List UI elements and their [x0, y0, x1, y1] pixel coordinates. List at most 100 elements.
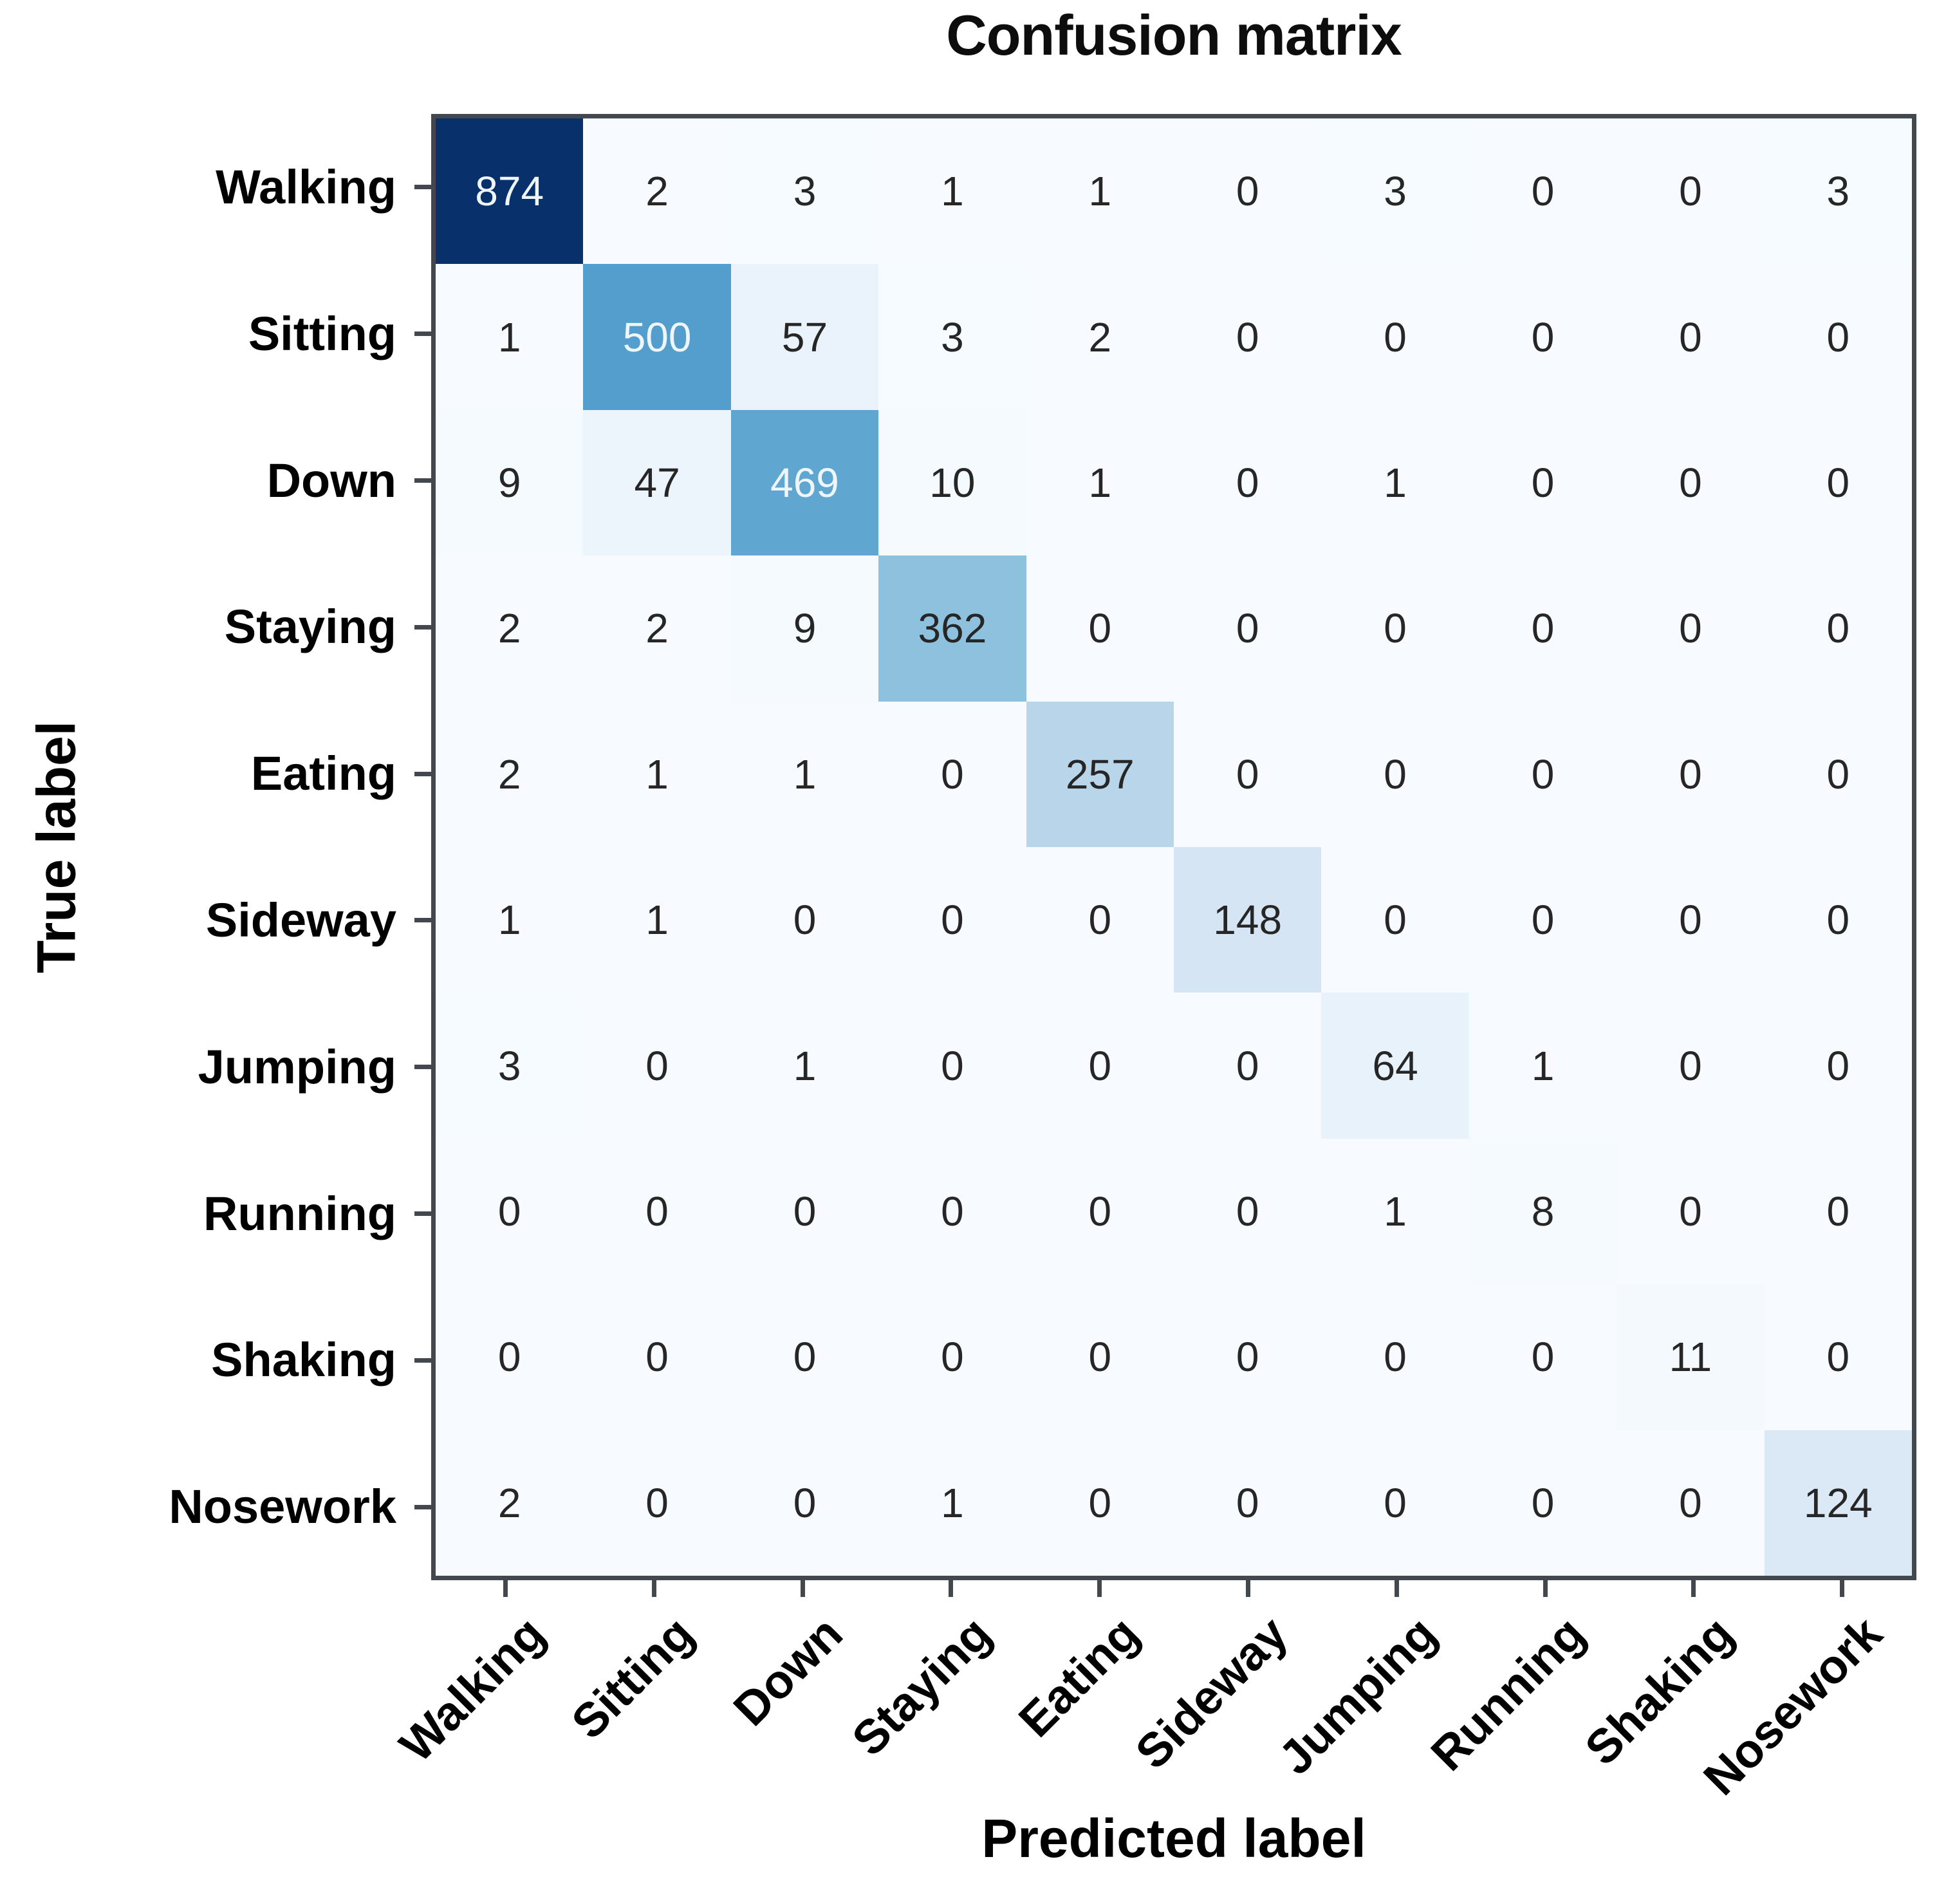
matrix-cell-r3c8: 0: [1617, 555, 1765, 702]
cell-value: 0: [1531, 459, 1555, 506]
x-tick-mark: [1543, 1580, 1548, 1597]
cell-value: 0: [497, 1334, 521, 1381]
cell-value: 0: [1236, 1188, 1259, 1235]
x-tick-mark: [1840, 1580, 1845, 1597]
y-tick-label-eating: Eating: [250, 747, 396, 801]
cell-value: 1: [1384, 459, 1407, 506]
cell-value: 0: [1236, 751, 1259, 798]
matrix-cell-r0c8: 0: [1617, 118, 1765, 265]
chart-title: Confusion matrix: [946, 3, 1402, 67]
matrix-cell-r1c6: 0: [1321, 264, 1469, 410]
cell-value: 1: [1531, 1042, 1555, 1089]
cell-value: 0: [1826, 751, 1850, 798]
cell-value: 0: [1531, 751, 1555, 798]
y-tick-mark: [414, 1065, 431, 1070]
cell-value: 57: [781, 313, 828, 360]
matrix-cell-r1c8: 0: [1617, 264, 1765, 410]
matrix-cell-r4c1: 1: [583, 701, 731, 847]
x-tick-label-running: Running: [1420, 1606, 1595, 1781]
matrix-cell-r5c6: 0: [1321, 846, 1469, 993]
matrix-cell-r4c0: 2: [436, 701, 584, 847]
cell-value: 0: [1384, 313, 1407, 360]
matrix-cell-r9c2: 0: [730, 1430, 879, 1576]
y-tick-mark: [414, 918, 431, 923]
cell-value: 0: [1088, 1042, 1112, 1089]
matrix-cell-r1c1: 500: [583, 264, 731, 410]
x-tick-mark: [651, 1580, 656, 1597]
matrix-cell-r2c2: 469: [730, 409, 879, 556]
cell-value: 0: [793, 1188, 817, 1235]
matrix-cell-r3c5: 0: [1173, 555, 1322, 702]
y-tick-label-jumping: Jumping: [198, 1040, 396, 1094]
matrix-cell-r0c3: 1: [878, 118, 1026, 265]
cell-value: 2: [497, 605, 521, 652]
matrix-cell-r5c0: 1: [436, 846, 584, 993]
x-tick-mark: [1691, 1580, 1696, 1597]
cell-value: 0: [1236, 1479, 1259, 1526]
matrix-cell-r6c2: 1: [730, 993, 879, 1139]
y-tick-label-sideway: Sideway: [205, 893, 396, 947]
cell-value: 0: [1826, 605, 1850, 652]
x-tick-mark: [503, 1580, 508, 1597]
cell-value: 2: [497, 751, 521, 798]
cell-value: 11: [1669, 1334, 1712, 1381]
cell-value: 874: [475, 168, 544, 215]
cell-value: 469: [770, 459, 839, 506]
x-tick-label-sideway: Sideway: [1125, 1606, 1298, 1779]
matrix-cell-r0c9: 3: [1764, 118, 1912, 265]
matrix-cell-r7c5: 0: [1173, 1138, 1322, 1285]
cell-value: 0: [941, 1042, 964, 1089]
cell-value: 0: [1826, 897, 1850, 944]
cell-value: 0: [645, 1334, 669, 1381]
matrix-cell-r3c4: 0: [1026, 555, 1174, 702]
cell-value: 0: [1679, 168, 1702, 215]
cell-value: 1: [497, 313, 521, 360]
cell-value: 0: [1236, 459, 1259, 506]
cell-value: 0: [1236, 1334, 1259, 1381]
matrix-cell-r2c8: 0: [1617, 409, 1765, 556]
matrix-cell-r5c5: 148: [1173, 846, 1322, 993]
matrix-cell-r8c9: 0: [1764, 1284, 1912, 1430]
cell-value: 0: [1531, 897, 1555, 944]
cell-value: 0: [645, 1042, 669, 1089]
cell-value: 0: [1088, 1334, 1112, 1381]
cell-value: 3: [941, 313, 964, 360]
matrix-cell-r0c4: 1: [1026, 118, 1174, 265]
matrix-cell-r1c2: 57: [730, 264, 879, 410]
matrix-cell-r2c4: 1: [1026, 409, 1174, 556]
matrix-cell-r8c4: 0: [1026, 1284, 1174, 1430]
cell-value: 9: [793, 605, 817, 652]
cell-value: 2: [1088, 313, 1112, 360]
cell-value: 0: [1384, 605, 1407, 652]
matrix-cell-r6c3: 0: [878, 993, 1026, 1139]
matrix-cell-r7c1: 0: [583, 1138, 731, 1285]
cell-value: 1: [1088, 459, 1112, 506]
cell-value: 0: [793, 1334, 817, 1381]
cell-value: 0: [1826, 1188, 1850, 1235]
matrix-cell-r9c8: 0: [1617, 1430, 1765, 1576]
cell-value: 0: [1826, 313, 1850, 360]
matrix-cell-r3c7: 0: [1469, 555, 1617, 702]
matrix-cell-r4c2: 1: [730, 701, 879, 847]
matrix-cell-r8c6: 0: [1321, 1284, 1469, 1430]
matrix-cell-r9c3: 1: [878, 1430, 1026, 1576]
cell-value: 0: [941, 1188, 964, 1235]
cell-value: 0: [1679, 1479, 1702, 1526]
cell-value: 0: [1679, 459, 1702, 506]
cell-value: 3: [497, 1042, 521, 1089]
cell-value: 0: [1088, 1188, 1112, 1235]
y-tick-label-staying: Staying: [224, 600, 396, 654]
y-tick-label-sitting: Sitting: [248, 306, 396, 360]
matrix-cell-r5c1: 1: [583, 846, 731, 993]
y-tick-mark: [414, 1211, 431, 1216]
cell-value: 500: [622, 313, 692, 360]
cell-value: 0: [1531, 1334, 1555, 1381]
cell-value: 0: [497, 1188, 521, 1235]
matrix-cell-r7c0: 0: [436, 1138, 584, 1285]
cell-value: 0: [1236, 1042, 1259, 1089]
cell-value: 64: [1372, 1042, 1418, 1089]
matrix-cell-r7c6: 1: [1321, 1138, 1469, 1285]
x-tick-label-walking: Walking: [389, 1606, 555, 1773]
cell-value: 1: [497, 897, 521, 944]
